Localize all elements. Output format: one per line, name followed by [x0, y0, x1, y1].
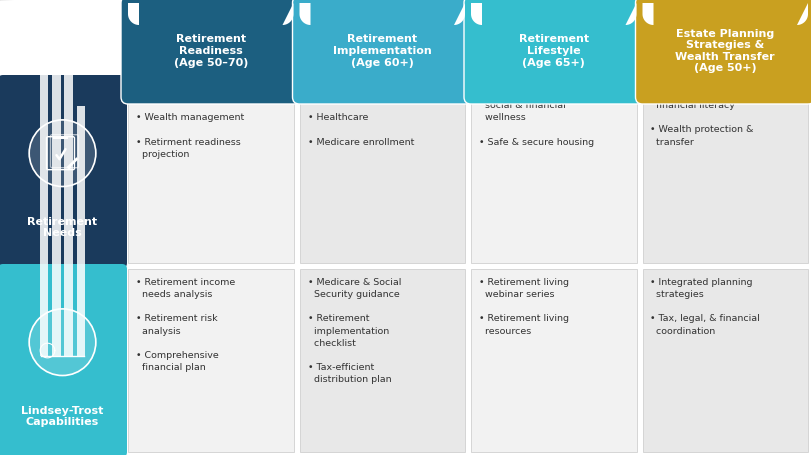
Circle shape — [29, 121, 96, 187]
Polygon shape — [642, 4, 654, 26]
Text: • Next Gen education &
  financial literacy

• Wealth protection &
  transfer: • Next Gen education & financial literac… — [650, 89, 764, 146]
Text: Retirement
Readiness
(Age 50–70): Retirement Readiness (Age 50–70) — [174, 34, 248, 67]
FancyBboxPatch shape — [471, 269, 637, 452]
FancyBboxPatch shape — [0, 264, 127, 455]
Text: Retirement
Lifestyle
(Age 65+): Retirement Lifestyle (Age 65+) — [519, 34, 589, 67]
Text: Lindsey-Trost
Capabilities: Lindsey-Trost Capabilities — [21, 404, 104, 426]
Text: • Physical, emotional,
  social & financial
  wellness

• Safe & secure housing: • Physical, emotional, social & financia… — [479, 89, 594, 146]
Text: • Medicare & Social
  Security guidance

• Retirement
  implementation
  checkli: • Medicare & Social Security guidance • … — [307, 278, 401, 384]
FancyBboxPatch shape — [299, 81, 465, 263]
Text: Estate Planning
Strategies &
Wealth Transfer
(Age 50+): Estate Planning Strategies & Wealth Tran… — [676, 29, 775, 73]
FancyBboxPatch shape — [471, 81, 637, 263]
FancyBboxPatch shape — [40, 7, 49, 356]
Text: Retirement
Needs: Retirement Needs — [28, 216, 97, 238]
Polygon shape — [625, 4, 637, 26]
FancyBboxPatch shape — [293, 0, 472, 105]
FancyBboxPatch shape — [642, 81, 808, 263]
FancyBboxPatch shape — [636, 0, 811, 105]
Polygon shape — [282, 4, 294, 26]
FancyBboxPatch shape — [642, 269, 808, 452]
Polygon shape — [299, 4, 311, 26]
Text: Retirement
Implementation
(Age 60+): Retirement Implementation (Age 60+) — [333, 34, 431, 67]
Polygon shape — [128, 4, 139, 26]
Circle shape — [29, 309, 96, 376]
FancyBboxPatch shape — [121, 0, 301, 105]
FancyBboxPatch shape — [77, 106, 85, 356]
FancyBboxPatch shape — [464, 0, 643, 105]
Text: • Integrated planning
  strategies

• Tax, legal, & financial
  coordination: • Integrated planning strategies • Tax, … — [650, 278, 760, 335]
Text: • Tax-efficient savings

• Wealth management

• Retirment readiness
  projection: • Tax-efficient savings • Wealth managem… — [136, 89, 244, 158]
Text: • Retirement living
  webinar series

• Retirement living
  resources: • Retirement living webinar series • Ret… — [479, 278, 569, 335]
FancyBboxPatch shape — [64, 0, 73, 356]
FancyBboxPatch shape — [299, 269, 465, 452]
Polygon shape — [454, 4, 465, 26]
FancyBboxPatch shape — [128, 81, 294, 263]
FancyBboxPatch shape — [53, 0, 61, 356]
Polygon shape — [471, 4, 482, 26]
Polygon shape — [797, 4, 808, 26]
FancyBboxPatch shape — [128, 269, 294, 452]
FancyBboxPatch shape — [0, 76, 127, 268]
Text: • Retirement income
  needs analysis

• Retirement risk
  analysis

• Comprehens: • Retirement income needs analysis • Ret… — [136, 278, 235, 371]
Text: • Income security

• Healthcare

• Medicare enrollment: • Income security • Healthcare • Medicar… — [307, 89, 414, 146]
